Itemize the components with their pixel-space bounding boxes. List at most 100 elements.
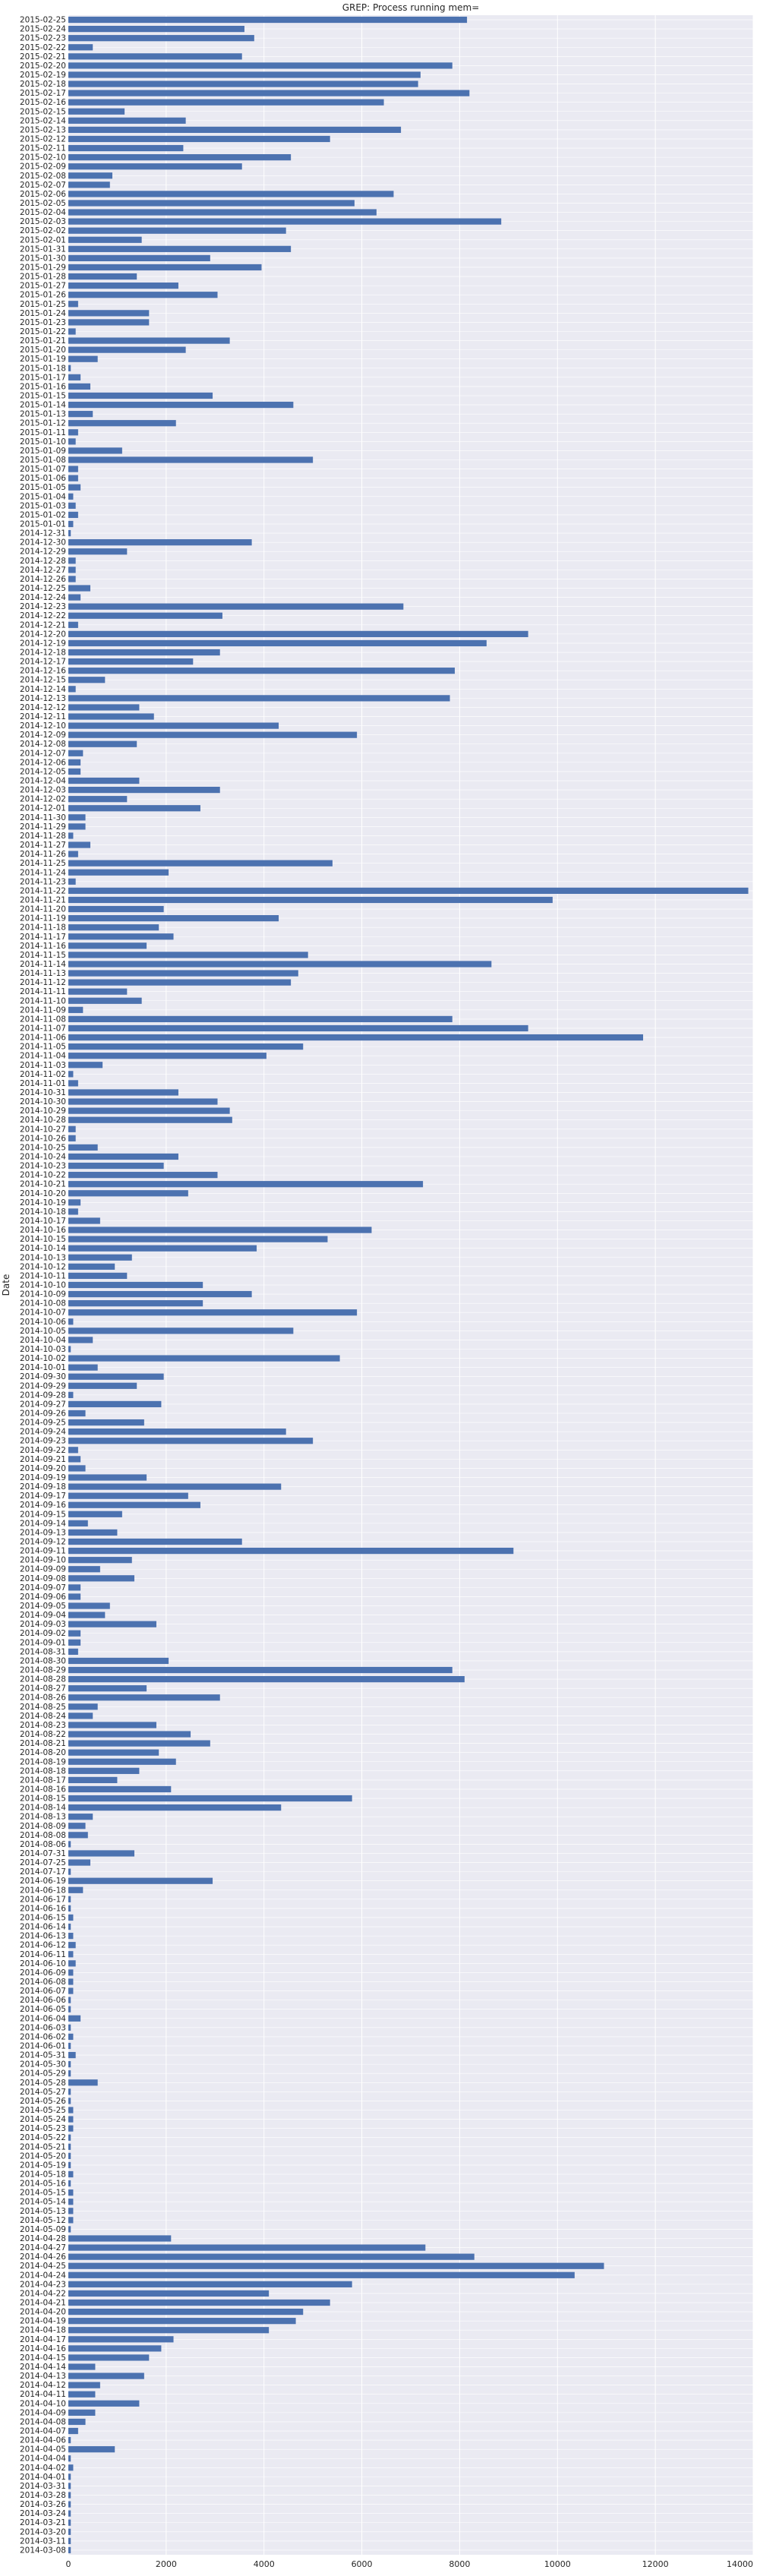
bar — [68, 1153, 178, 1160]
y-tick-label: 2014-10-01 — [20, 1363, 66, 1372]
y-tick-label: 2015-02-03 — [20, 217, 66, 226]
bar — [68, 1612, 106, 1618]
bar — [68, 456, 314, 463]
bar — [68, 2436, 71, 2444]
y-tick-label: 2015-01-30 — [20, 254, 66, 263]
bar — [68, 154, 292, 161]
bar — [68, 1199, 81, 1206]
x-tick-labels: 0 2000 4000 6000 8000 10000 12000 14000 — [66, 2559, 754, 2569]
y-tick-label: 2014-10-24 — [20, 1152, 66, 1161]
y-tick-label: 2015-01-19 — [20, 355, 66, 364]
y-tick-label: 2015-01-27 — [20, 282, 66, 291]
y-tick-label: 2015-01-22 — [20, 327, 66, 336]
bar — [68, 677, 106, 683]
bar — [68, 887, 749, 894]
bar — [68, 493, 74, 500]
bar — [68, 1080, 78, 1087]
y-tick-label: 2014-10-17 — [20, 1217, 66, 1226]
bar — [68, 2327, 270, 2334]
y-tick-label: 2014-08-25 — [20, 1703, 66, 1712]
y-tick-label: 2015-01-21 — [20, 336, 66, 346]
y-tick-label: 2014-10-18 — [20, 1208, 66, 1217]
y-tick-label: 2014-08-31 — [20, 1647, 66, 1656]
y-tick-label: 2014-10-23 — [20, 1162, 66, 1171]
y-tick-label: 2014-10-20 — [20, 1189, 66, 1198]
bar — [68, 283, 178, 289]
y-tick-label: 2014-10-29 — [20, 1106, 66, 1116]
x-tick-label: 14000 — [727, 2559, 753, 2569]
bar — [68, 62, 453, 69]
y-tick-label: 2014-11-14 — [20, 960, 66, 969]
y-tick-label: 2014-09-10 — [20, 1556, 66, 1565]
bar — [68, 191, 394, 197]
y-tick-label: 2014-12-29 — [20, 548, 66, 557]
y-tick-label: 2014-11-03 — [20, 1061, 66, 1070]
y-tick-label: 2014-06-18 — [20, 1886, 66, 1895]
bar — [68, 1657, 169, 1665]
y-tick-label: 2014-10-28 — [20, 1116, 66, 1125]
bar — [68, 1089, 178, 1096]
y-tick-label: 2014-08-27 — [20, 1684, 66, 1694]
x-tick-label: 0 — [66, 2559, 71, 2569]
bar — [68, 1501, 200, 1508]
bar — [68, 759, 81, 766]
y-tick-label: 2014-11-30 — [20, 813, 66, 822]
bar — [68, 1438, 314, 1444]
bar — [68, 1722, 156, 1728]
bar — [68, 1557, 132, 1564]
bar — [68, 1015, 453, 1023]
y-tick-label: 2014-11-18 — [20, 923, 66, 933]
y-tick-label: 2014-11-08 — [20, 1015, 66, 1024]
y-tick-label: 2014-06-07 — [20, 1987, 66, 1996]
bar — [68, 429, 78, 436]
bar — [68, 117, 186, 124]
y-tick-label: 2015-02-16 — [20, 98, 66, 107]
bar — [68, 814, 86, 821]
y-tick-label: 2014-08-15 — [20, 1795, 66, 1804]
y-tick-label: 2014-12-19 — [20, 639, 66, 648]
bar — [68, 2015, 81, 2022]
bar — [68, 90, 470, 96]
y-tick-label: 2014-04-16 — [20, 2344, 66, 2353]
bar — [68, 1814, 93, 1820]
y-tick-label: 2014-04-05 — [20, 2445, 66, 2454]
bar — [68, 2418, 86, 2426]
bar — [68, 227, 286, 234]
y-tick-label: 2014-09-25 — [20, 1419, 66, 1428]
y-tick-label: 2014-04-07 — [20, 2427, 66, 2436]
bar — [68, 786, 220, 794]
bar — [68, 1483, 282, 1490]
y-tick-label: 2014-09-19 — [20, 1473, 66, 1482]
bar — [68, 1905, 71, 1912]
y-tick-label: 2014-04-15 — [20, 2353, 66, 2363]
bar — [68, 851, 78, 857]
bar — [68, 2409, 96, 2416]
y-tick-label: 2015-02-14 — [20, 116, 66, 125]
y-tick-label: 2015-02-06 — [20, 190, 66, 199]
bar — [68, 2528, 71, 2535]
bar — [68, 603, 404, 610]
y-tick-label: 2014-08-06 — [20, 1840, 66, 1849]
bar — [68, 2473, 71, 2480]
y-tick-label: 2014-06-15 — [20, 1913, 66, 1922]
bar — [68, 1419, 144, 1426]
bar — [68, 621, 78, 628]
y-tick-label: 2015-01-05 — [20, 483, 66, 492]
bar — [68, 1914, 74, 1921]
bar — [68, 2116, 74, 2123]
y-tick-label: 2014-09-23 — [20, 1437, 66, 1446]
y-tick-label: 2014-05-21 — [20, 2142, 66, 2151]
bar — [68, 2336, 174, 2343]
bar — [68, 740, 137, 747]
y-tick-label: 2014-09-27 — [20, 1400, 66, 1409]
y-tick-label: 2014-09-17 — [20, 1492, 66, 1501]
bar — [68, 144, 184, 152]
y-tick-label: 2014-12-03 — [20, 786, 66, 795]
y-tick-label: 2014-05-22 — [20, 2133, 66, 2142]
y-tick-label: 2014-06-01 — [20, 2041, 66, 2050]
y-tick-label: 2014-10-03 — [20, 1345, 66, 1354]
bar — [68, 796, 128, 803]
y-tick-label: 2014-03-26 — [20, 2500, 66, 2509]
bar — [68, 1236, 328, 1242]
y-tick-label: 2014-11-29 — [20, 822, 66, 832]
